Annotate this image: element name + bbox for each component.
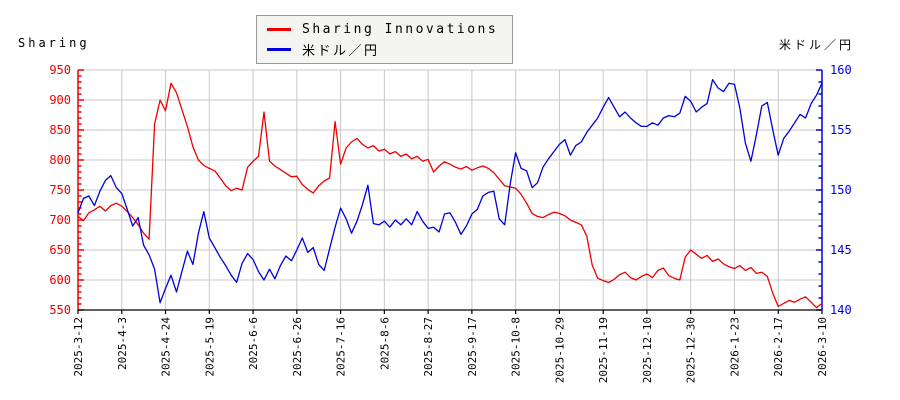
x-axis-tick-label: 2025-8-27 bbox=[422, 317, 435, 377]
usd-jpy-line bbox=[77, 78, 823, 304]
x-axis-tick-label: 2026-2-17 bbox=[772, 317, 785, 377]
left-axis-tick-label: 950 bbox=[49, 63, 71, 77]
x-axis-tick-label: 2025-12-30 bbox=[685, 317, 698, 383]
x-axis-tick-label: 2025-9-17 bbox=[466, 317, 479, 377]
x-axis-tick-label: 2025-4-3 bbox=[116, 317, 129, 370]
right-axis-tick-label: 145 bbox=[830, 243, 852, 257]
left-axis-tick-label: 750 bbox=[49, 183, 71, 197]
right-axis-tick-label: 140 bbox=[830, 303, 852, 317]
x-axis-tick-label: 2025-8-6 bbox=[378, 317, 391, 370]
left-axis-tick-label: 650 bbox=[49, 243, 71, 257]
legend: Sharing Innovations 米ドル／円 bbox=[256, 15, 514, 64]
left-axis-tick-label: 550 bbox=[49, 303, 71, 317]
x-axis-tick-label: 2025-3-12 bbox=[72, 317, 85, 377]
left-axis-tick-label: 800 bbox=[49, 153, 71, 167]
x-axis-tick-label: 2025-7-16 bbox=[335, 317, 348, 377]
left-axis-title: Sharing bbox=[18, 36, 90, 50]
right-axis-tick-label: 150 bbox=[830, 183, 852, 197]
x-axis-tick-label: 2026-1-23 bbox=[728, 317, 741, 377]
right-axis: 160 155 150 145 140 bbox=[816, 63, 852, 317]
right-axis-title: 米ドル／円 bbox=[778, 38, 854, 52]
x-axis-tick-label: 2025-5-19 bbox=[203, 317, 216, 377]
right-axis-tick-label: 155 bbox=[830, 123, 852, 137]
legend-item-sharing-innovations: Sharing Innovations bbox=[267, 21, 498, 38]
left-axis-tick-label: 600 bbox=[49, 273, 71, 287]
red-line-swatch bbox=[267, 28, 291, 31]
gridlines bbox=[77, 69, 823, 311]
left-axis-tick-label: 700 bbox=[49, 213, 71, 227]
x-axis-tick-label: 2025-6-26 bbox=[291, 317, 304, 377]
x-axis-tick-label: 2025-4-24 bbox=[160, 317, 173, 377]
legend-label: 米ドル／円 bbox=[302, 44, 380, 59]
x-axis-tick-label: 2025-11-19 bbox=[597, 317, 610, 383]
left-axis-tick-label: 850 bbox=[49, 123, 71, 137]
sharing-innovations-line bbox=[77, 82, 823, 309]
x-axis-tick-label: 2026-3-10 bbox=[816, 317, 829, 377]
x-axis-tick-label: 2025-10-8 bbox=[510, 317, 523, 377]
x-axis: 2025-3-12 2025-4-3 2025-4-24 2025-5-19 2025-… bbox=[72, 309, 829, 383]
left-axis: 950 900 850 800 750 700 650 600 550 bbox=[49, 63, 84, 317]
left-axis-tick-label: 900 bbox=[49, 93, 71, 107]
x-axis-tick-label: 2025-12-10 bbox=[641, 317, 654, 383]
legend-label: Sharing Innovations bbox=[302, 22, 499, 37]
x-axis-tick-label: 2025-6-6 bbox=[247, 317, 260, 370]
right-axis-tick-label: 160 bbox=[830, 63, 852, 77]
x-axis-tick-label: 2025-10-29 bbox=[553, 317, 566, 383]
blue-line-swatch bbox=[267, 48, 291, 51]
legend-item-usd-jpy: 米ドル／円 bbox=[267, 41, 498, 59]
